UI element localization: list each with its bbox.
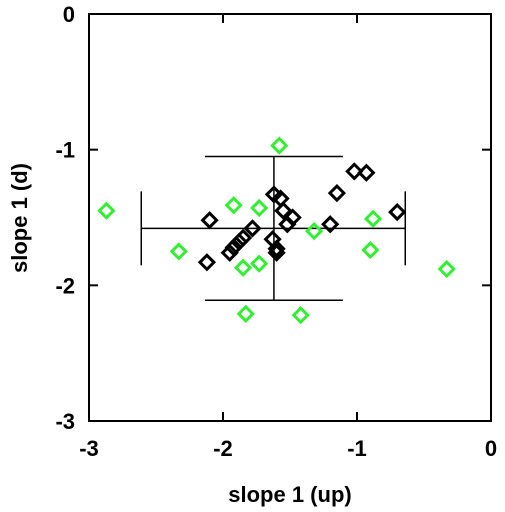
data-point-green [250, 198, 269, 218]
x-axis-label: slope 1 (up) [228, 482, 351, 507]
y-axis-label: slope 1 (d) [7, 163, 32, 273]
data-point-black [345, 162, 364, 181]
axis-ticks [88, 13, 492, 422]
data-point-green [437, 259, 456, 279]
x-tick-label: -2 [213, 436, 233, 461]
x-tick-label: -1 [347, 436, 367, 461]
x-tick-label: -3 [79, 436, 99, 461]
data-point-green [97, 201, 116, 220]
y-tick-label: 0 [63, 2, 75, 27]
data-point-black [321, 215, 340, 234]
data-point-green [224, 196, 243, 215]
data-point-black [388, 202, 407, 222]
y-tick-label: -1 [55, 138, 75, 163]
y-tick-label: -2 [55, 273, 75, 298]
y-tick-label: -3 [55, 409, 75, 434]
data-point-black [243, 219, 262, 238]
error-bars [140, 155, 406, 302]
data-point-green [250, 254, 269, 273]
data-points [97, 136, 456, 325]
data-point-black [274, 201, 293, 220]
data-point-green [169, 242, 188, 261]
plot-frame [88, 13, 492, 422]
data-point-green [304, 221, 324, 241]
data-point-black [267, 243, 286, 262]
data-point-black [271, 189, 290, 208]
data-point-black [233, 228, 253, 247]
data-point-green [233, 258, 253, 277]
data-point-green [236, 304, 255, 323]
tick-labels: -3 -2 -1 0 0 -1 -2 -3 [55, 2, 497, 461]
data-point-black [267, 239, 286, 258]
data-point-black [220, 243, 239, 262]
data-point-black [357, 163, 376, 182]
data-point-green [361, 240, 380, 260]
data-point-green [270, 136, 289, 155]
data-point-green [291, 306, 310, 325]
data-point-black [327, 183, 347, 203]
data-point-black [224, 238, 243, 257]
data-point-green [363, 209, 383, 228]
data-point-black [200, 211, 219, 230]
data-point-black [229, 232, 249, 252]
data-point-black [283, 208, 302, 227]
data-point-black [197, 253, 217, 272]
x-tick-label: 0 [485, 436, 497, 461]
